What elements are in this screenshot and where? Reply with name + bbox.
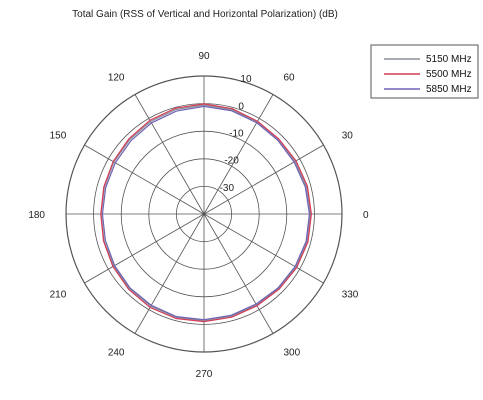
radial-tick-label: -20 bbox=[224, 156, 239, 167]
series-line bbox=[101, 105, 311, 321]
radial-tick-label: -10 bbox=[229, 128, 244, 139]
legend-items: 5150 MHz 5500 MHz 5850 MHz bbox=[384, 54, 472, 95]
chart-title: Total Gain (RSS of Vertical and Horizont… bbox=[72, 9, 338, 20]
angular-tick-label: 240 bbox=[108, 348, 125, 359]
angular-tick-label: 300 bbox=[284, 348, 301, 359]
angular-grid-line bbox=[203, 213, 324, 284]
angular-grid-line bbox=[134, 213, 205, 334]
angular-grid-line bbox=[84, 213, 205, 284]
angular-tick-labels: 0 30 60 90 120 150 180 210 240 270 300 330 bbox=[28, 51, 369, 380]
angular-grid-line bbox=[134, 94, 205, 215]
angular-tick-label: 90 bbox=[198, 51, 210, 62]
legend-label: 5150 MHz bbox=[426, 54, 472, 65]
angular-tick-label: 30 bbox=[342, 131, 354, 142]
legend-label: 5500 MHz bbox=[426, 69, 472, 80]
polar-grid bbox=[65, 75, 343, 353]
angular-tick-label: 0 bbox=[363, 210, 369, 221]
angular-grid-line bbox=[203, 144, 324, 215]
angular-tick-label: 150 bbox=[50, 131, 67, 142]
angular-tick-label: 60 bbox=[284, 72, 296, 83]
radial-tick-label: 10 bbox=[240, 74, 252, 85]
angular-grid-line bbox=[203, 94, 274, 215]
legend-box bbox=[370, 44, 479, 99]
radial-tick-label: 0 bbox=[238, 101, 244, 112]
angular-tick-label: 120 bbox=[108, 72, 125, 83]
angular-grid-line bbox=[203, 213, 274, 334]
angular-tick-label: 270 bbox=[196, 369, 213, 380]
chart-legend: 5150 MHz 5500 MHz 5850 MHz bbox=[370, 44, 479, 99]
radial-tick-labels: -30 -20 -10 0 10 bbox=[220, 74, 252, 194]
angular-tick-label: 180 bbox=[28, 210, 45, 221]
legend-label: 5850 MHz bbox=[426, 84, 472, 95]
series-line bbox=[100, 103, 312, 323]
angular-grid-line bbox=[84, 144, 205, 215]
angular-tick-label: 330 bbox=[342, 290, 359, 301]
series-layer bbox=[100, 103, 312, 323]
angular-tick-label: 210 bbox=[50, 290, 67, 301]
radial-tick-label: -30 bbox=[220, 183, 235, 194]
